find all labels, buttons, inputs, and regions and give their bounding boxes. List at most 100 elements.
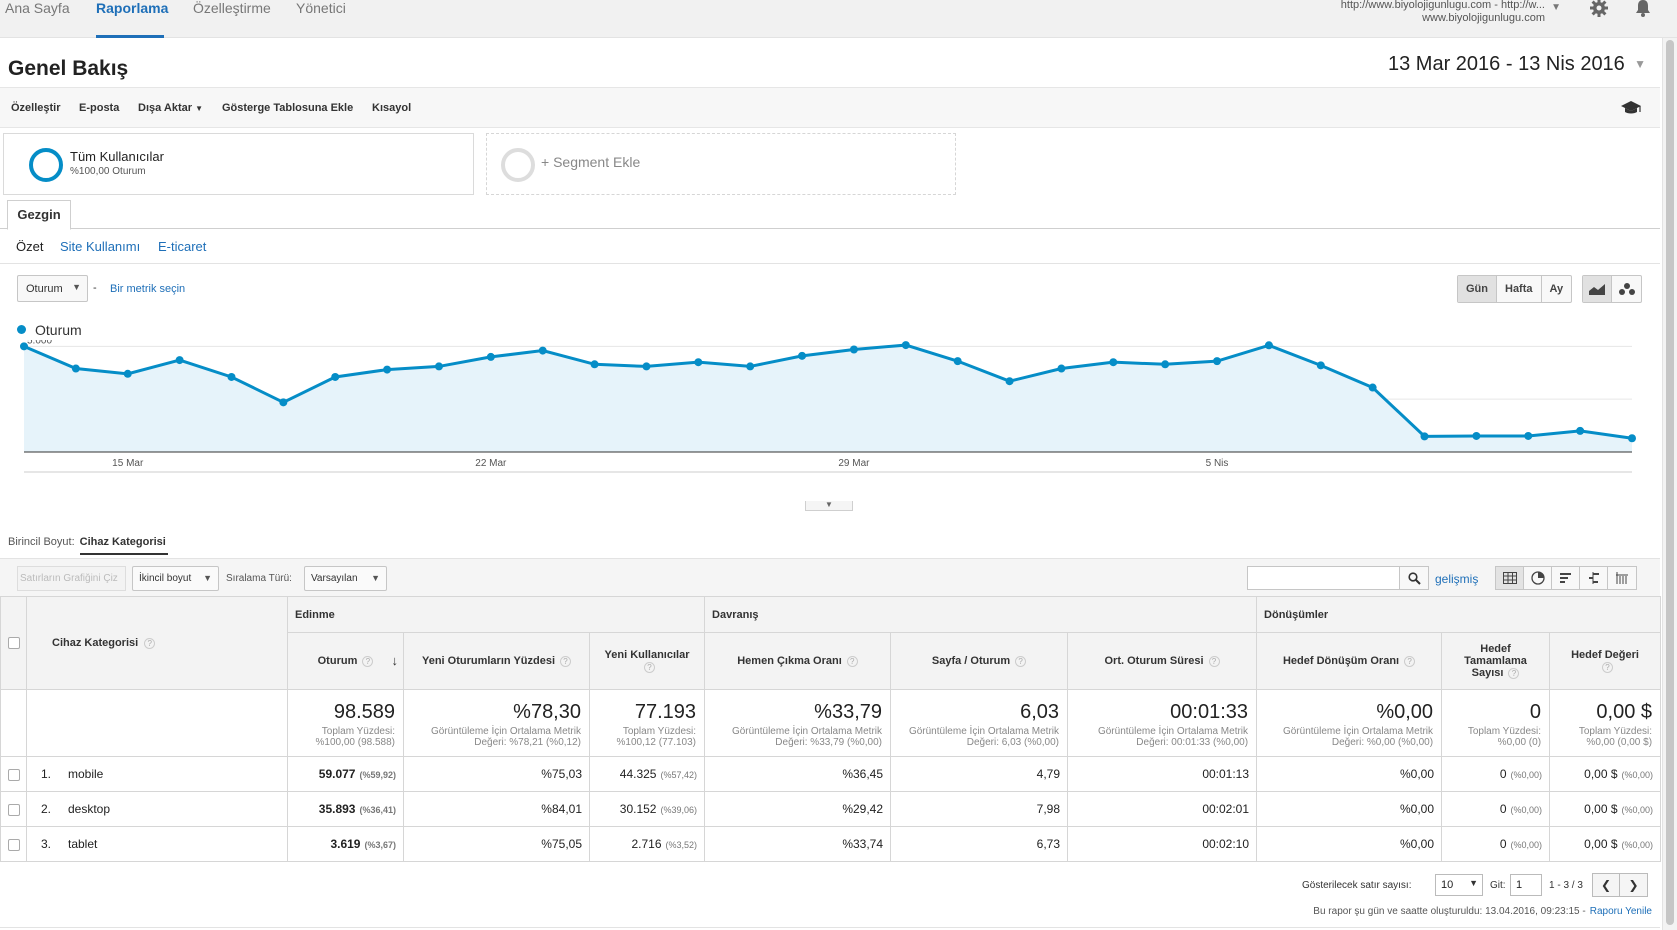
data-point[interactable]	[849, 345, 858, 354]
performance-view-button[interactable]	[1552, 567, 1580, 589]
subtab-ecommerce[interactable]: E-ticaret	[158, 239, 207, 254]
help-icon[interactable]: ?	[1208, 656, 1220, 667]
data-point[interactable]	[1005, 377, 1014, 386]
data-point[interactable]	[1057, 364, 1066, 373]
help-icon[interactable]: ?	[1404, 656, 1416, 667]
data-point[interactable]	[590, 360, 599, 369]
column-header-goal-conversion-rate[interactable]: Hedef Dönüşüm Oranı?	[1256, 632, 1443, 690]
pie-view-button[interactable]	[1524, 567, 1552, 589]
next-page-button[interactable]: ❯	[1620, 874, 1647, 896]
data-point[interactable]	[1524, 431, 1533, 440]
column-header-new-users[interactable]: Yeni Kullanıcılar?	[588, 632, 706, 690]
data-point[interactable]	[227, 372, 236, 381]
nav-admin[interactable]: Yönetici	[296, 0, 346, 16]
shortcut-button[interactable]: Kısayol	[372, 102, 412, 114]
search-button[interactable]	[1399, 566, 1429, 590]
help-icon[interactable]: ?	[144, 638, 156, 649]
device-category-name[interactable]: tablet	[68, 837, 98, 851]
data-point[interactable]	[383, 365, 392, 374]
primary-dimension-value[interactable]: Cihaz Kategorisi	[79, 536, 166, 548]
table-row[interactable]: 3. tablet 3.619 (%3,67) %75,05 2.716 (%3,52) %3…	[0, 826, 1662, 862]
help-icon[interactable]: ?	[560, 656, 572, 667]
sort-type-dropdown[interactable]: Varsayılan ▼	[304, 566, 387, 591]
select-metric-link[interactable]: Bir metrik seçin	[110, 283, 186, 295]
data-point[interactable]	[175, 356, 184, 365]
nav-customization[interactable]: Özelleştirme	[193, 0, 271, 16]
scrollbar-thumb[interactable]	[1666, 40, 1674, 925]
column-header-pages-per-session[interactable]: Sayfa / Oturum?	[890, 632, 1069, 690]
help-icon[interactable]: ?	[1508, 668, 1520, 679]
data-point[interactable]	[798, 351, 807, 360]
data-point[interactable]	[1213, 357, 1222, 366]
period-month-button[interactable]: Ay	[1549, 283, 1564, 295]
data-point[interactable]	[538, 346, 547, 355]
row-checkbox[interactable]	[7, 768, 20, 781]
data-point[interactable]	[123, 369, 132, 378]
column-header-new-sessions-pct[interactable]: Yeni Oturumların Yüzdesi?	[403, 632, 590, 690]
help-icon[interactable]: ?	[1602, 662, 1614, 673]
device-category-name[interactable]: desktop	[68, 802, 111, 816]
column-header-goal-completions[interactable]: Hedef Tamamlama Sayısı?	[1441, 632, 1551, 690]
date-range-picker[interactable]: 13 Mar 2016 - 13 Nis 2016 ▼	[1382, 50, 1650, 78]
device-category-cell[interactable]: 3. tablet	[26, 826, 288, 862]
data-point[interactable]	[1576, 426, 1585, 435]
line-chart-button[interactable]	[1583, 276, 1612, 302]
comparison-view-button[interactable]	[1580, 567, 1608, 589]
data-point[interactable]	[1109, 358, 1118, 367]
vertical-scrollbar[interactable]	[1662, 38, 1677, 930]
pivot-view-button[interactable]	[1608, 567, 1636, 589]
table-row[interactable]: 2. desktop 35.893 (%36,41) %84,01 30.152 (%39,…	[0, 791, 1662, 827]
data-point[interactable]	[1628, 434, 1636, 443]
column-header-sessions[interactable]: Oturum? ↓	[287, 632, 404, 690]
help-icon[interactable]: ?	[362, 656, 374, 667]
data-point[interactable]	[1264, 341, 1273, 350]
dimension-column-header[interactable]: Cihaz Kategorisi?	[26, 596, 288, 690]
data-point[interactable]	[20, 342, 28, 351]
refresh-report-link[interactable]: Raporu Yenile	[1589, 906, 1652, 917]
graduation-cap-icon[interactable]	[1620, 100, 1642, 116]
help-icon[interactable]: ?	[1015, 656, 1027, 667]
data-point[interactable]	[331, 372, 340, 381]
email-button[interactable]: E-posta	[79, 102, 120, 114]
column-header-bounce-rate[interactable]: Hemen Çıkma Oranı?	[704, 632, 892, 690]
plot-rows-button[interactable]: Satırların Grafiğini Çiz	[17, 566, 126, 591]
data-point[interactable]	[1472, 431, 1481, 440]
export-button[interactable]: Dışa Aktar ▼	[138, 102, 203, 114]
device-category-name[interactable]: mobile	[68, 767, 104, 781]
segment-all-users[interactable]: Tüm Kullanıcılar %100,00 Oturum	[3, 133, 474, 195]
gear-icon[interactable]	[1589, 0, 1609, 18]
subtab-site-usage[interactable]: Site Kullanımı	[60, 239, 141, 254]
advanced-filter-link[interactable]: gelişmiş	[1435, 572, 1479, 586]
metric-dropdown[interactable]: Oturum ▼	[17, 275, 88, 302]
data-point[interactable]	[1368, 383, 1377, 392]
rows-per-page-dropdown[interactable]: 10 ▼	[1435, 874, 1483, 896]
data-point[interactable]	[279, 398, 288, 407]
period-day-button[interactable]: Gün	[1458, 276, 1497, 302]
motion-chart-button[interactable]	[1612, 276, 1641, 302]
chart-collapse-handle[interactable]: ▼	[805, 501, 853, 511]
device-category-cell[interactable]: 2. desktop	[26, 791, 288, 827]
select-all-checkbox[interactable]	[7, 636, 20, 649]
column-header-avg-session-duration[interactable]: Ort. Oturum Süresi?	[1067, 632, 1258, 690]
data-point[interactable]	[1161, 360, 1170, 369]
nav-home[interactable]: Ana Sayfa	[5, 0, 70, 16]
add-to-dashboard-button[interactable]: Gösterge Tablosuna Ekle	[222, 102, 354, 114]
column-header-goal-value[interactable]: Hedef Değeri?	[1549, 632, 1662, 690]
device-category-cell[interactable]: 1. mobile	[26, 756, 288, 792]
data-point[interactable]	[71, 364, 80, 373]
data-point[interactable]	[642, 362, 651, 371]
data-table-view-button[interactable]	[1496, 567, 1524, 589]
account-selector[interactable]: http://www.biyolojigunlugu.com - http://…	[1341, 0, 1561, 25]
data-point[interactable]	[1420, 432, 1429, 441]
data-point[interactable]	[434, 362, 443, 371]
subtab-summary[interactable]: Özet	[16, 239, 44, 254]
secondary-dimension-dropdown[interactable]: İkincil boyut ▼	[132, 566, 219, 591]
nav-reporting[interactable]: Raporlama	[96, 0, 169, 16]
row-checkbox[interactable]	[7, 838, 20, 851]
help-icon[interactable]: ?	[644, 662, 655, 673]
data-point[interactable]	[486, 352, 495, 361]
customize-button[interactable]: Özelleştir	[11, 102, 61, 114]
data-point[interactable]	[901, 341, 910, 350]
help-icon[interactable]: ?	[846, 656, 858, 667]
data-point[interactable]	[953, 357, 962, 366]
